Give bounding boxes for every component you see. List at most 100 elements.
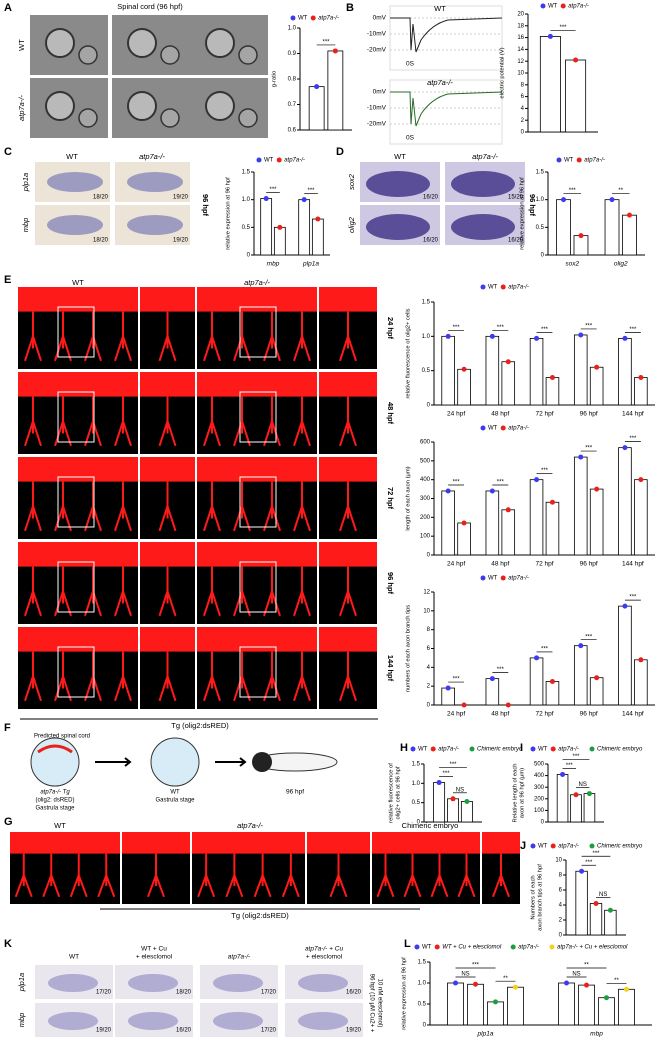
label: atp7a-/- — [17, 95, 26, 121]
band — [140, 457, 195, 482]
sig-label: NS — [599, 892, 607, 898]
label: 0mV — [373, 89, 387, 96]
sig-label: NS — [461, 972, 469, 978]
data-point — [549, 678, 555, 684]
bar — [447, 982, 464, 1026]
sig-label: *** — [497, 667, 505, 673]
data-point — [561, 197, 567, 203]
legend-label: Chimeric embryo — [477, 747, 523, 753]
bar — [501, 509, 516, 556]
band — [319, 372, 377, 397]
legend-label: atp7a-/- — [508, 426, 529, 432]
bar — [565, 59, 587, 133]
legend-label: atp7a-/- — [518, 945, 539, 951]
stain — [128, 1012, 178, 1030]
zoom-box — [57, 391, 95, 443]
panel-label: G — [4, 816, 13, 828]
data-point — [505, 359, 511, 365]
y-tick-label: 1.5 — [418, 960, 427, 966]
sig-label: ** — [503, 976, 508, 982]
panel-label: L — [404, 938, 411, 950]
panel-label: A — [4, 2, 12, 14]
y-tick-label: 200 — [534, 796, 545, 802]
sig-label: *** — [269, 187, 277, 193]
sig-label: *** — [559, 25, 567, 31]
legend-marker — [500, 284, 506, 290]
bar — [589, 366, 604, 406]
stain — [298, 974, 348, 992]
bar — [311, 218, 324, 256]
data-point — [594, 675, 600, 681]
axon — [160, 108, 180, 128]
axon-stem — [24, 396, 42, 447]
label: (olig2: dsRED) — [35, 798, 74, 804]
legend-label: WT — [418, 747, 428, 753]
trace — [390, 17, 503, 53]
label: 19/20 — [346, 1028, 362, 1034]
y-tick-label: 100 — [534, 808, 545, 814]
stain — [47, 172, 103, 192]
data-point — [626, 212, 632, 218]
label: WT — [434, 4, 446, 13]
axon — [45, 28, 75, 58]
legend-label: Chimeric embryo — [597, 747, 643, 753]
sig-label: *** — [443, 771, 451, 777]
x-tick-label: mbp — [267, 261, 280, 268]
bar — [589, 677, 604, 706]
axon-stem — [329, 853, 348, 898]
label: 18/20 — [93, 195, 109, 201]
axon — [205, 28, 235, 58]
panel-label: K — [4, 938, 12, 950]
label: plp1a — [21, 173, 30, 192]
legend-marker — [530, 843, 536, 849]
axon-stem — [158, 311, 177, 362]
data-point — [549, 499, 555, 505]
label: Tg (olig2:dsRED) — [171, 721, 229, 730]
y-axis-label: axon at 96 hpf (μm) — [520, 768, 526, 818]
data-point — [445, 685, 451, 691]
y-axis-label: electric potential (V) — [500, 47, 506, 98]
label: 19/20 — [173, 238, 189, 244]
label: 17/20 — [261, 1028, 277, 1034]
y-tick-label: 1.5 — [422, 300, 431, 306]
label: WT — [72, 278, 84, 287]
label: + elesclomol — [306, 954, 343, 961]
axon-stem — [457, 853, 476, 898]
y-axis-label: relative expression at 96 hpf — [520, 177, 526, 250]
x-tick-label: plp1a — [302, 261, 319, 268]
arrow — [215, 757, 247, 767]
x-tick-label: 48 hpf — [491, 561, 509, 568]
y-tick-label: 0 — [559, 933, 563, 939]
label: 96 hpf — [528, 194, 537, 217]
data-point — [534, 477, 540, 483]
legend-marker — [589, 746, 595, 752]
y-tick-label: 0 — [541, 253, 545, 259]
axon-stem — [281, 853, 300, 898]
sig-label: *** — [585, 860, 593, 866]
bar — [487, 1001, 504, 1026]
bar — [573, 235, 589, 256]
y-tick-label: 0 — [521, 130, 525, 136]
y-tick-label: 0.5 — [412, 800, 421, 806]
sig-label: *** — [572, 754, 580, 760]
label: WT — [17, 39, 26, 51]
bar — [556, 774, 569, 823]
legend-label: WT — [488, 576, 498, 582]
data-point — [489, 333, 495, 339]
data-point — [461, 702, 467, 708]
sig-label: *** — [585, 634, 593, 640]
bar — [573, 334, 588, 406]
label: 72 hpf — [386, 487, 395, 510]
legend-marker — [434, 944, 440, 950]
legend-label: atp7a-/- — [568, 4, 589, 10]
band — [197, 457, 317, 482]
data-point — [549, 375, 555, 381]
sig-label: *** — [629, 436, 637, 442]
y-tick-label: 1.0 — [288, 26, 297, 32]
bar — [260, 198, 273, 256]
label: 96 hpf — [286, 789, 304, 796]
axon-stem — [225, 853, 244, 898]
label: 0S — [406, 135, 415, 142]
bar — [634, 479, 648, 556]
